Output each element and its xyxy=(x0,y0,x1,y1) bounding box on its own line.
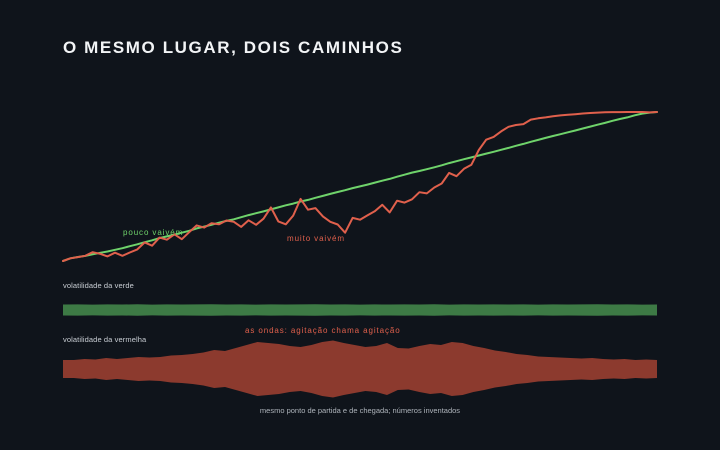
green-series-line xyxy=(62,111,658,262)
green-line-annotation: pouco vaivém xyxy=(123,228,184,237)
green-band-label: volatilidade da verde xyxy=(63,281,134,290)
footnote: mesmo ponto de partida e de chegada; núm… xyxy=(259,406,461,415)
red-band-label: volatilidade da vermelha xyxy=(63,335,147,344)
red-line-annotation: muito vaivém xyxy=(287,234,345,243)
chart-title: O MESMO LUGAR, DOIS CAMINHOS xyxy=(63,38,404,57)
red-volatility-band xyxy=(63,340,657,398)
red-series-line xyxy=(62,111,658,262)
green-volatility-band xyxy=(63,304,657,316)
waves-note: as ondas: agitação chama agitação xyxy=(245,326,401,335)
